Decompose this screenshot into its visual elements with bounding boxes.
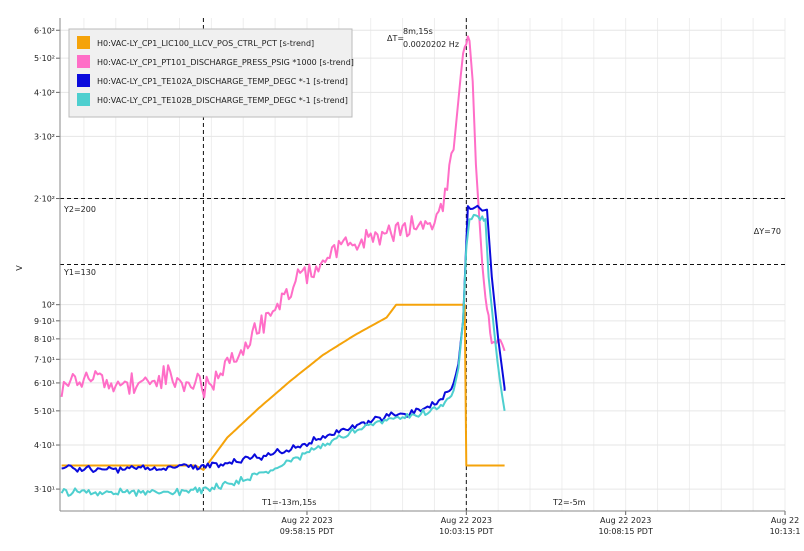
x-tick-time: 10:08:15 PDT	[598, 527, 652, 536]
series-layer	[60, 35, 506, 497]
series-line-2	[61, 204, 506, 474]
y-tick-label: 3·10¹	[34, 485, 55, 494]
legend-swatch-2	[77, 74, 90, 87]
legend-entry-1: H0:VAC-LY_CP1_PT101_DISCHARGE_PRESS_PSIG…	[97, 58, 354, 67]
y-tick-label: 9·10¹	[34, 317, 55, 326]
cursor-dt-value: 8m,15s	[403, 27, 433, 36]
x-tick-labels: Aug 22 2023 09:58:15 PDT Aug 22 2023 10:03:…	[280, 516, 801, 536]
legend-swatch-1	[77, 55, 90, 68]
y-tick-label: 5·10¹	[34, 407, 55, 416]
cursor-x1-label: T1=-13m,15s	[261, 498, 316, 507]
legend-entry-2: H0:VAC-LY_CP1_TE102A_DISCHARGE_TEMP_DEGC…	[97, 77, 348, 86]
cursor-y2-label: Y2=200	[63, 205, 96, 214]
series-line-3	[60, 213, 506, 497]
cursor-freq-value: 0.0020202 Hz	[403, 40, 459, 49]
cursor-x2-label: T2=-5m	[552, 498, 586, 507]
y-tick-label: 8·10¹	[34, 335, 55, 344]
legend-swatch-0	[77, 36, 90, 49]
y-tick-label: 3·10²	[34, 132, 55, 141]
plot-axes	[56, 18, 786, 515]
legend-box	[68, 28, 353, 118]
x-tick-date: Aug 22	[771, 516, 799, 525]
x-tick-time: 10:13:1	[770, 527, 801, 536]
y-tick-label: 6·10²	[34, 26, 55, 35]
y-tick-label: 4·10²	[34, 88, 55, 97]
y-tick-label: 4·10¹	[34, 441, 55, 450]
x-tick-date: Aug 22 2023	[600, 516, 651, 525]
y-tick-labels: 3·10¹ 4·10¹ 5·10¹ 6·10¹ 7·10¹ 8·10¹ 9·10¹ 10² 2·…	[34, 26, 55, 494]
legend-entry-0: H0:VAC-LY_CP1_LIC100_LLCV_POS_CTRL_PCT […	[97, 39, 314, 48]
y-tick-label: 6·10¹	[34, 379, 55, 388]
x-tick-time: 09:58:15 PDT	[280, 527, 334, 536]
legend-swatch-3	[77, 93, 90, 106]
cursor-y1-label: Y1=130	[63, 268, 96, 277]
legend: H0:VAC-LY_CP1_LIC100_LLCV_POS_CTRL_PCT […	[68, 28, 354, 118]
cursor-dy-label: ΔY=70	[754, 227, 781, 236]
series-line-1	[60, 35, 506, 399]
y-axis-label: V	[15, 265, 24, 271]
x-tick-date: Aug 22 2023	[441, 516, 492, 525]
y-tick-label: 7·10¹	[34, 355, 55, 364]
series-line-0	[61, 303, 505, 471]
x-tick-time: 10:03:15 PDT	[439, 527, 493, 536]
y-tick-label: 5·10²	[34, 54, 55, 63]
y-tick-label: 2·10²	[34, 195, 55, 204]
cursor-dt-label: ΔT=	[387, 34, 404, 43]
y-tick-label: 10²	[42, 301, 55, 310]
legend-entry-3: H0:VAC-LY_CP1_TE102B_DISCHARGE_TEMP_DEGC…	[97, 96, 348, 105]
x-tick-date: Aug 22 2023	[281, 516, 332, 525]
